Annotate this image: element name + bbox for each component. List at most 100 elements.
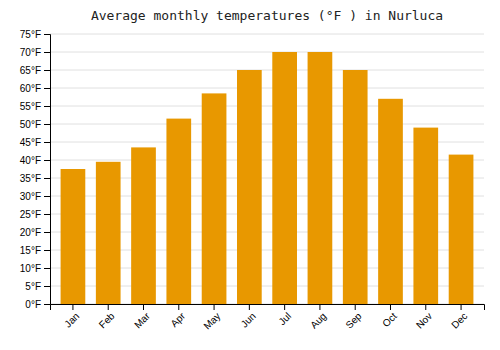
x-axis: Jan Feb Mar Apr May Jun Jul Aug Sep Oct Nov Dec bbox=[51, 304, 485, 332]
y-tick-mark bbox=[44, 304, 50, 305]
x-tick: Jun bbox=[239, 304, 258, 330]
y-tick-mark bbox=[44, 250, 50, 251]
x-tick: Jul bbox=[276, 304, 293, 327]
x-tick-label: Feb bbox=[97, 310, 117, 330]
y-tick-mark bbox=[44, 34, 50, 35]
bar bbox=[166, 119, 191, 304]
x-tick-mark bbox=[143, 304, 144, 310]
y-tick: 40°F bbox=[20, 155, 50, 166]
bar bbox=[61, 169, 86, 304]
x-tick: Mar bbox=[132, 304, 152, 330]
x-tick-label: Oct bbox=[380, 310, 399, 329]
grid-line bbox=[50, 106, 484, 107]
x-tick: Apr bbox=[168, 304, 187, 329]
y-tick-mark bbox=[44, 196, 50, 197]
y-tick-mark bbox=[44, 268, 50, 269]
x-tick: Nov bbox=[414, 304, 434, 331]
y-tick-mark bbox=[44, 178, 50, 179]
bar bbox=[131, 147, 156, 304]
x-tick: Sep bbox=[343, 304, 364, 331]
y-tick-label: 40°F bbox=[20, 155, 41, 166]
y-tick-mark bbox=[44, 232, 50, 233]
y-tick-mark bbox=[44, 142, 50, 143]
y-tick: 65°F bbox=[20, 65, 50, 76]
grid-line bbox=[50, 52, 484, 53]
x-tick-label: May bbox=[201, 310, 222, 331]
y-tick: 55°F bbox=[20, 101, 50, 112]
y-tick-mark bbox=[44, 214, 50, 215]
y-tick: 10°F bbox=[20, 263, 50, 274]
x-tick-mark bbox=[425, 304, 426, 310]
bar bbox=[413, 128, 438, 304]
y-tick: 30°F bbox=[20, 191, 50, 202]
y-tick: 50°F bbox=[20, 119, 50, 130]
bar bbox=[202, 93, 227, 304]
bar bbox=[96, 162, 121, 304]
y-tick-label: 65°F bbox=[20, 65, 41, 76]
y-tick: 60°F bbox=[20, 83, 50, 94]
y-tick-label: 50°F bbox=[20, 119, 41, 130]
y-tick: 75°F bbox=[20, 29, 50, 40]
bar bbox=[308, 52, 333, 304]
y-tick-mark bbox=[44, 88, 50, 89]
x-tick: Aug bbox=[308, 304, 328, 331]
x-tick-label: Jul bbox=[276, 310, 293, 327]
y-tick: 5°F bbox=[25, 281, 50, 292]
x-tick-mark bbox=[390, 304, 391, 310]
grid-line bbox=[50, 88, 484, 89]
y-tick-mark bbox=[44, 286, 50, 287]
y-tick-mark bbox=[44, 160, 50, 161]
x-tick-label: Dec bbox=[449, 310, 469, 330]
bars bbox=[61, 52, 474, 304]
y-tick-mark bbox=[44, 124, 50, 125]
y-tick-mark bbox=[44, 52, 50, 53]
y-tick-label: 30°F bbox=[20, 191, 41, 202]
y-tick-label: 55°F bbox=[20, 101, 41, 112]
x-tick-mark bbox=[461, 304, 462, 310]
x-tick-label: Jun bbox=[239, 310, 258, 329]
x-tick-mark bbox=[214, 304, 215, 310]
y-tick: 25°F bbox=[20, 209, 50, 220]
x-tick-label: Sep bbox=[343, 310, 364, 331]
bar bbox=[272, 52, 297, 304]
grid-line bbox=[50, 34, 484, 35]
grid bbox=[50, 34, 484, 304]
y-tick-mark bbox=[44, 106, 50, 107]
x-tick-label: Apr bbox=[168, 310, 187, 329]
y-tick: 0°F bbox=[25, 299, 50, 310]
bar bbox=[343, 70, 368, 304]
x-axis-line bbox=[51, 305, 485, 311]
y-tick-label: 35°F bbox=[20, 173, 41, 184]
grid-line bbox=[50, 124, 484, 125]
y-tick: 35°F bbox=[20, 173, 50, 184]
y-tick-label: 70°F bbox=[20, 47, 41, 58]
x-tick-mark bbox=[284, 304, 285, 310]
x-tick-label: Aug bbox=[308, 310, 328, 330]
y-tick-label: 10°F bbox=[20, 263, 41, 274]
x-tick-mark bbox=[249, 304, 250, 310]
x-tick: May bbox=[201, 304, 222, 332]
y-axis: 0°F 5°F 10°F 15°F 20°F 25°F 30°F 35°F 40°F 45°F 50… bbox=[20, 29, 51, 310]
x-tick-mark bbox=[319, 304, 320, 310]
x-tick-mark bbox=[178, 304, 179, 310]
y-tick-label: 45°F bbox=[20, 137, 41, 148]
y-axis-line bbox=[44, 35, 51, 305]
y-tick-label: 25°F bbox=[20, 209, 41, 220]
y-tick: 45°F bbox=[20, 137, 50, 148]
y-tick-label: 15°F bbox=[20, 245, 41, 256]
x-tick: Dec bbox=[449, 304, 469, 331]
y-tick-label: 20°F bbox=[20, 227, 41, 238]
x-tick-mark bbox=[108, 304, 109, 310]
x-tick: Feb bbox=[97, 304, 117, 330]
chart: 0°F 5°F 10°F 15°F 20°F 25°F 30°F 35°F 40°F 45°F 50… bbox=[0, 0, 500, 350]
x-tick-mark bbox=[72, 304, 73, 310]
y-tick: 70°F bbox=[20, 47, 50, 58]
bar bbox=[237, 70, 262, 304]
grid-line bbox=[50, 70, 484, 71]
x-tick-label: Mar bbox=[132, 310, 152, 330]
y-tick-label: 60°F bbox=[20, 83, 41, 94]
x-tick-label: Jan bbox=[62, 310, 81, 329]
bar bbox=[378, 99, 403, 304]
y-tick: 20°F bbox=[20, 227, 50, 238]
x-tick: Oct bbox=[380, 304, 399, 329]
